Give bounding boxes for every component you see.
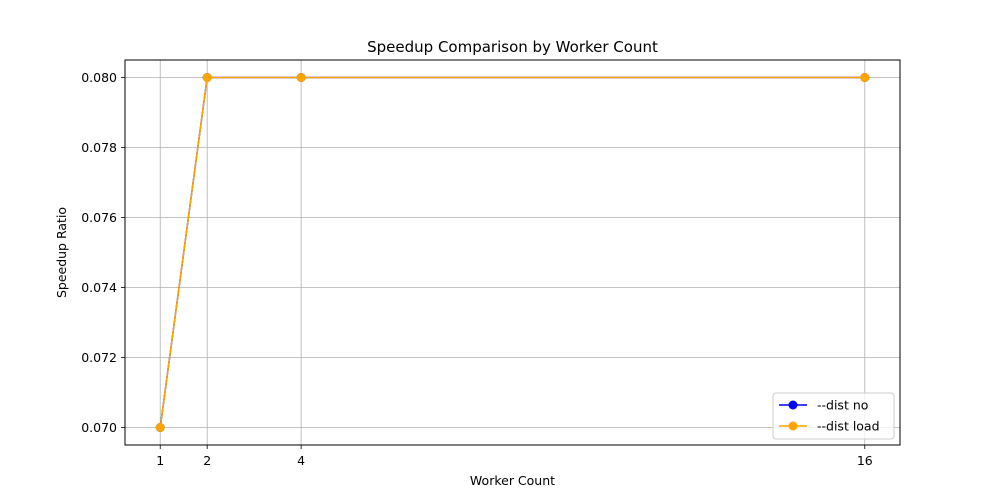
y-tick-label: 0.078 [81,140,117,155]
data-point-dist-load [296,73,306,82]
x-tick-label: 16 [857,453,873,468]
data-point-dist-load [860,73,870,82]
series-layer [155,73,870,432]
y-tick-label: 0.072 [81,350,117,365]
y-tick-label: 0.074 [81,280,117,295]
series-line-dist-load [159,76,865,428]
plot-frame [124,59,901,446]
data-point-dist-load [155,423,165,432]
legend: --dist no --dist load [772,392,895,440]
data-point-dist-load [202,73,212,82]
y-tick-label: 0.080 [81,70,117,85]
y-axis-label: Speedup Ratio [54,207,69,298]
x-axis-label: Worker Count [470,473,555,488]
x-tick-label: 2 [203,453,211,468]
chart-title: Speedup Comparison by Worker Count [367,38,658,56]
legend-label-dist-load: --dist load [817,419,880,434]
legend-label-dist-no: --dist no [817,398,868,413]
legend-marker-dist-load [788,421,798,431]
y-tick-label: 0.076 [81,210,117,225]
legend-marker-dist-no [788,400,798,410]
x-tick-label: 4 [297,453,305,468]
y-tick-label: 0.070 [81,420,117,435]
ticks: 1 2 4 16 0.070 0.072 0.074 0.076 0.078 0.080 [81,70,873,468]
x-tick-label: 1 [156,453,164,468]
